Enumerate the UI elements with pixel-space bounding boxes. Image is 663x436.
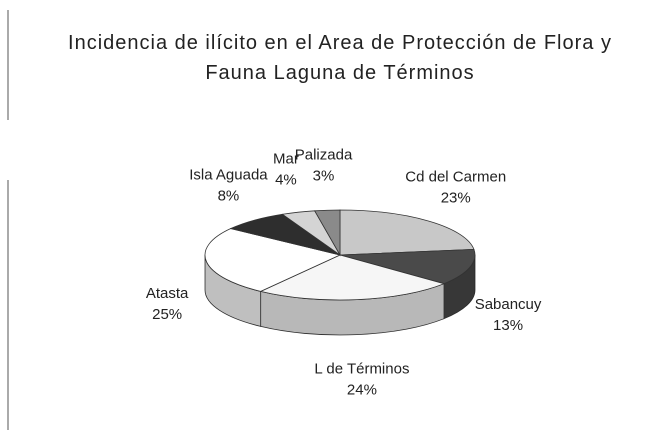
slice-value-label: 3% (313, 167, 335, 184)
slice-label: Palizada (295, 146, 353, 163)
slice-label: L de Términos (314, 360, 409, 377)
slice (339, 209, 475, 256)
slice-value-label: 4% (275, 171, 297, 188)
slice-side-shade (260, 283, 445, 336)
slice-value-label: 8% (218, 188, 240, 205)
slice-label: Cd del Carmen (405, 168, 506, 185)
slice-label: Sabancuy (475, 296, 542, 313)
slice (314, 209, 341, 257)
slice (339, 248, 476, 285)
slice (259, 254, 446, 301)
slice-value-label: 24% (347, 381, 377, 398)
chart-title: Incidencia de ilícito en el Area de Prot… (68, 32, 612, 84)
slice-label: Isla Aguada (189, 167, 268, 184)
slice-side-shade (444, 255, 475, 319)
slice-value-label: 13% (493, 317, 523, 334)
slice-value-label: 25% (152, 306, 182, 323)
slice-label: Mar (273, 150, 299, 167)
slice-side-shade (205, 255, 261, 327)
slice (204, 228, 342, 292)
slice-label: Atasta (146, 285, 189, 302)
slice-value-label: 23% (441, 189, 471, 206)
